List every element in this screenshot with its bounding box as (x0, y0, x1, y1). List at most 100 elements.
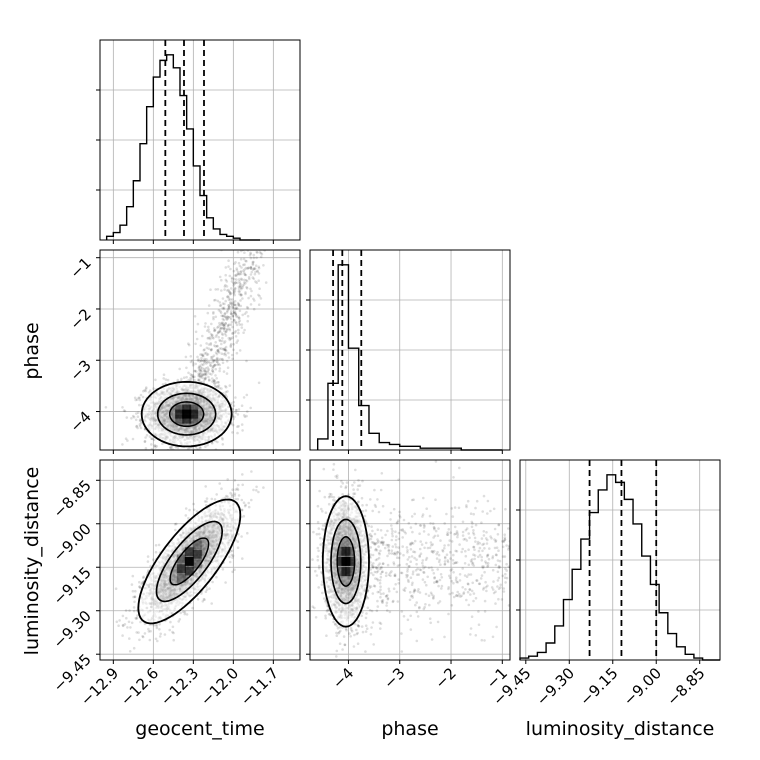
sample-point (241, 313, 244, 317)
sample-point (240, 326, 244, 329)
sample-point (231, 431, 234, 434)
sample-point (225, 285, 229, 288)
sample-point (199, 365, 203, 369)
sample-point (196, 322, 200, 326)
sample-point (196, 598, 200, 601)
sample-point (232, 301, 235, 304)
sample-point (206, 311, 210, 315)
sample-point (225, 360, 229, 363)
sample-point (193, 378, 196, 382)
sample-point (249, 406, 252, 410)
sample-point (199, 372, 202, 376)
sample-point (204, 445, 207, 448)
sample-point (187, 516, 190, 520)
sample-point (231, 357, 234, 361)
sample-point (137, 396, 140, 400)
sample-point (218, 386, 221, 390)
sample-point (231, 325, 234, 329)
sample-point (259, 255, 263, 259)
sample-point (213, 329, 216, 333)
sample-point (200, 363, 203, 366)
sample-point (258, 294, 261, 298)
sample-point (214, 367, 217, 371)
sample-point (222, 314, 225, 318)
sample-point (192, 508, 196, 512)
sample-point (251, 263, 255, 266)
sample-point (209, 288, 212, 292)
sample-point (227, 265, 230, 268)
sample-point (138, 403, 141, 407)
sample-point (241, 429, 244, 432)
sample-point (164, 378, 168, 381)
sample-point (143, 632, 147, 635)
sample-point (187, 454, 190, 457)
sample-point (166, 378, 170, 382)
sample-point (214, 381, 218, 385)
sample-point (185, 613, 189, 616)
sample-point (199, 353, 202, 356)
sample-point (229, 267, 232, 271)
sample-point (138, 419, 142, 423)
sample-point (227, 308, 230, 311)
sample-point (135, 412, 138, 415)
sample-point (143, 439, 147, 443)
sample-point (212, 311, 215, 314)
sample-point (231, 332, 234, 335)
sample-point (224, 390, 228, 394)
sample-point (132, 646, 136, 650)
sample-point (227, 304, 231, 307)
sample-point (207, 360, 211, 364)
sample-point (189, 376, 192, 380)
sample-point (234, 408, 238, 412)
sample-point (134, 616, 137, 620)
sample-point (233, 286, 237, 290)
sample-point (220, 436, 224, 440)
sample-point (233, 277, 236, 281)
sample-point (237, 328, 240, 332)
sample-point (252, 307, 256, 311)
sample-point (169, 446, 172, 449)
sample-point (232, 343, 235, 346)
sample-point (236, 250, 240, 254)
sample-point (229, 317, 233, 321)
sample-point (226, 323, 230, 327)
sample-point (189, 355, 193, 358)
sample-point (186, 452, 189, 455)
sample-point (231, 353, 234, 357)
sample-point (213, 382, 216, 385)
sample-point (146, 555, 150, 558)
sample-point (237, 424, 240, 428)
joint-0-ytick-label: −3 (66, 356, 94, 384)
sample-point (211, 360, 214, 364)
joint-0-ytick-label: −2 (66, 305, 94, 333)
sample-point (144, 447, 148, 450)
sample-point (205, 342, 208, 345)
sample-point (147, 391, 151, 394)
sample-point (232, 348, 235, 352)
sample-point (240, 287, 243, 291)
sample-point (212, 381, 216, 384)
sample-point (223, 329, 226, 333)
sample-point (138, 585, 141, 589)
sample-point (150, 443, 153, 446)
sample-point (245, 310, 248, 314)
sample-point (249, 256, 253, 260)
sample-point (241, 557, 244, 560)
sample-point (238, 349, 242, 352)
sample-point (210, 322, 213, 326)
sample-point (221, 317, 225, 321)
sample-point (206, 336, 210, 340)
histogram-step-phase (316, 264, 503, 451)
sample-point (224, 266, 228, 269)
sample-point (138, 423, 142, 426)
sample-point (224, 353, 228, 357)
sample-point (207, 325, 210, 329)
sample-point (127, 620, 131, 624)
sample-point (209, 337, 212, 341)
sample-point (130, 583, 134, 586)
sample-point (175, 468, 178, 471)
hist-luminosity_distance-xtick-label: −9.15 (576, 664, 621, 709)
sample-point (255, 256, 258, 260)
sample-point (144, 387, 148, 391)
sample-point (242, 396, 246, 399)
